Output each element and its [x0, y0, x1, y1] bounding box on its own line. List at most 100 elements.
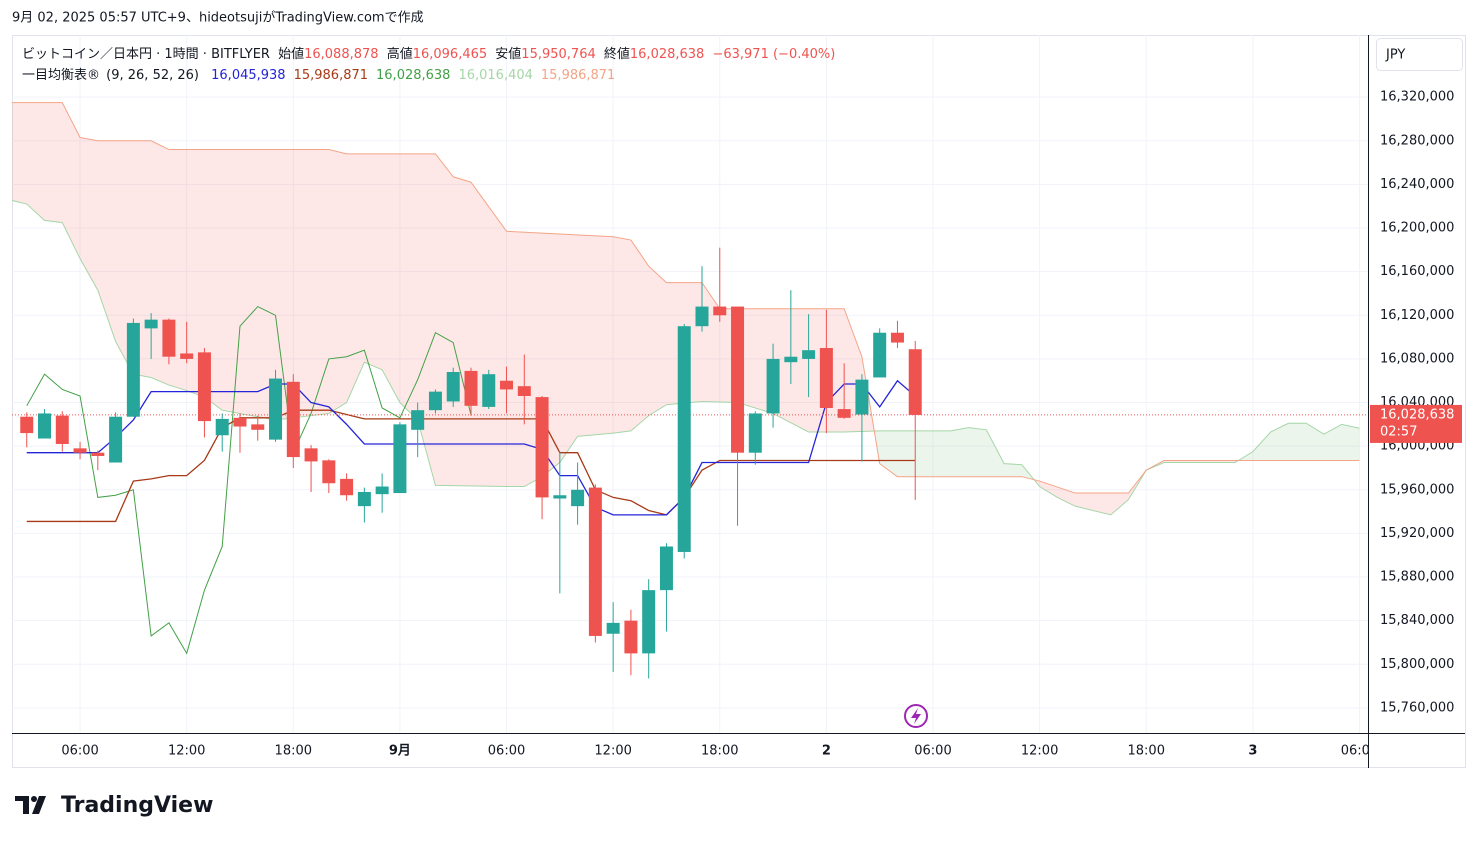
indicator-value: 16,045,938: [211, 68, 285, 83]
candle-body: [731, 306, 745, 453]
open-value: 16,088,878: [304, 47, 378, 62]
indicator-value: 16,016,404: [458, 68, 532, 83]
candle-body: [642, 590, 656, 654]
candle-body: [695, 306, 709, 327]
cloud: [12, 102, 1360, 515]
conversion-line: [26, 379, 916, 516]
close-label: 終値: [604, 46, 630, 62]
candle-body: [624, 620, 638, 654]
candle-body: [428, 391, 442, 411]
candle-body: [748, 413, 762, 453]
candle-body: [677, 326, 691, 552]
candle-body: [766, 358, 780, 414]
candle-body: [411, 410, 425, 430]
y-tick-label: 15,840,000: [1380, 613, 1454, 628]
candle-body: [357, 491, 371, 507]
candle-body: [819, 348, 833, 408]
candle-body: [304, 448, 318, 462]
header: 9月 02, 2025 05:57 UTC+9、hideotsujiがTradi…: [12, 11, 424, 26]
indicator-params: (9, 26, 52, 26): [106, 68, 199, 83]
candle-body: [340, 478, 354, 496]
candle-body: [713, 306, 727, 316]
currency-label[interactable]: JPY: [1385, 48, 1405, 63]
event-icon[interactable]: [904, 704, 928, 728]
candle-body: [162, 319, 176, 357]
candle-body: [908, 349, 922, 415]
candle-body: [446, 372, 460, 402]
x-tick-label: 18:00: [701, 744, 738, 759]
x-tick-label: 9月: [389, 744, 411, 759]
x-tick-label: 18:00: [1128, 744, 1165, 759]
candle-body: [500, 380, 514, 390]
low-label: 安値: [495, 46, 521, 62]
y-tick-label: 16,280,000: [1380, 133, 1454, 148]
candle-body: [180, 353, 194, 359]
candle-body: [126, 322, 140, 417]
candle-body: [375, 486, 389, 495]
candle-body: [535, 397, 549, 498]
x-tick-label: 06:00: [1341, 744, 1378, 759]
span-b-line: [12, 102, 1360, 494]
event-bolt[interactable]: [911, 708, 921, 724]
y-tick-label: 15,760,000: [1380, 700, 1454, 715]
high-label: 高値: [387, 46, 413, 62]
y-tick-label: 16,240,000: [1380, 177, 1454, 192]
y-tick-label: 16,200,000: [1380, 221, 1454, 236]
candle-body: [659, 546, 673, 591]
high-value: 16,096,465: [413, 47, 487, 62]
candle-body: [802, 350, 816, 359]
lagging-line: [26, 305, 472, 655]
x-ticks: 06:00 12:00 18:00 9月 06:00 12:00 18:00 2 06:00 12…: [61, 744, 1378, 759]
candle-body: [588, 487, 602, 636]
legend-indicator: 一目均衡表® (9, 26, 52, 26) 16,045,938 15,986,…: [22, 68, 615, 83]
frame: [12, 35, 1466, 768]
x-tick-label: 06:00: [914, 744, 951, 759]
candle-body: [144, 319, 158, 329]
x-tick-label: 12:00: [594, 744, 631, 759]
y-tick-label: 16,080,000: [1380, 351, 1454, 366]
y-tick-label: 15,800,000: [1380, 657, 1454, 672]
candle-body: [91, 452, 105, 456]
candle-body: [855, 379, 869, 415]
x-tick-label: 12:00: [1021, 744, 1058, 759]
grid: [12, 35, 1368, 733]
y-tick-label: 15,880,000: [1380, 570, 1454, 585]
x-tick-label: 12:00: [168, 744, 205, 759]
currency-button[interactable]: [1376, 38, 1463, 71]
candle-body: [322, 460, 336, 484]
x-tick-label: 2: [822, 744, 831, 759]
indicator-value: 15,986,871: [541, 68, 615, 83]
candle-body: [606, 622, 620, 634]
open-label: 始値: [278, 46, 304, 62]
y-tick-label: 16,120,000: [1380, 308, 1454, 323]
candles: [20, 247, 922, 679]
brand-logo: TradingView: [15, 793, 213, 818]
candle-body: [837, 409, 851, 418]
candle-body: [38, 413, 52, 439]
candle-body: [233, 417, 247, 427]
indicator-value: 16,028,638: [376, 68, 450, 83]
candle-body: [571, 489, 585, 507]
candle-body: [890, 332, 904, 343]
span-a-line: [12, 199, 1360, 516]
indicator-name: 一目均衡表®: [22, 68, 100, 83]
close-value: 16,028,638: [630, 47, 704, 62]
countdown-label: 02:57: [1380, 424, 1417, 439]
x-tick-label: 06:00: [61, 744, 98, 759]
symbol: ビットコイン／日本円 · 1時間 · BITFLYER: [22, 47, 270, 62]
brand-text: TradingView: [61, 793, 213, 818]
candle-body: [73, 448, 87, 453]
y-tick-label: 16,320,000: [1380, 90, 1454, 105]
last-price-label: 16,028,638: [1380, 407, 1454, 422]
indicator-value: 15,986,871: [294, 68, 368, 83]
candle-body: [55, 415, 69, 444]
candle-body: [553, 495, 567, 499]
candle-body: [20, 416, 34, 434]
y-tick-label: 15,920,000: [1380, 526, 1454, 541]
base-line: [26, 409, 916, 523]
candle-body: [784, 356, 798, 363]
y-tick-label: 16,160,000: [1380, 264, 1454, 279]
candle-body: [109, 416, 123, 463]
